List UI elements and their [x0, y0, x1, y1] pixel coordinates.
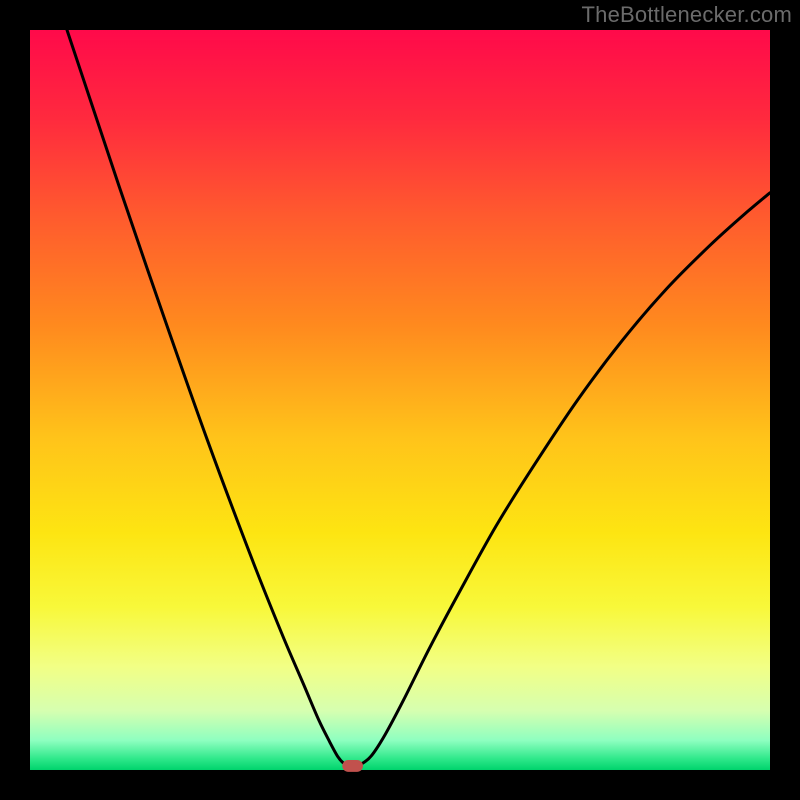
- bottleneck-chart: [0, 0, 800, 800]
- gradient-background: [30, 30, 770, 770]
- chart-stage: TheBottlenecker.com: [0, 0, 800, 800]
- watermark-text: TheBottlenecker.com: [582, 2, 792, 28]
- optimum-pill: [342, 760, 363, 772]
